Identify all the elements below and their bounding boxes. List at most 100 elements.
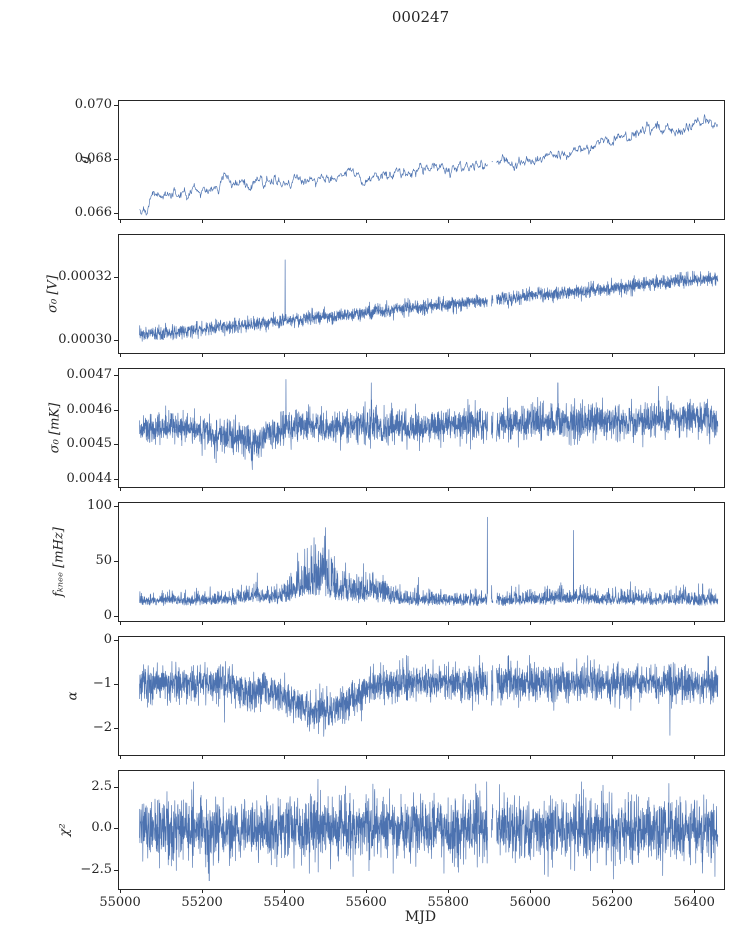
y-tick-label: 0.0044: [66, 471, 113, 487]
x-tick-mark: [120, 487, 122, 491]
y-tick-mark: [114, 869, 118, 871]
y-tick-mark: [114, 374, 118, 376]
y-tick-label: 0.068: [74, 151, 112, 166]
plot-line-sigma0-mk: [119, 369, 724, 487]
y-tick-label: 50: [95, 553, 112, 568]
subplot-g: g: [78, 100, 725, 220]
x-tick-label: 55600: [345, 895, 387, 910]
x-tick-mark: [530, 621, 532, 625]
y-tick-mark: [114, 786, 118, 788]
y-tick-label: 0.066: [74, 204, 112, 220]
y-tick-label: −1: [92, 676, 112, 692]
x-tick-mark: [284, 621, 286, 625]
x-tick-mark: [612, 755, 614, 759]
x-tick-mark: [448, 889, 450, 893]
x-tick-mark: [530, 755, 532, 759]
x-tick-label: 56200: [591, 895, 633, 910]
x-tick-mark: [448, 621, 450, 625]
x-tick-mark: [284, 353, 286, 357]
chart-title: 000247: [391, 8, 450, 26]
y-tick-label: 0.00030: [58, 331, 112, 347]
y-tick-mark: [114, 444, 118, 446]
x-tick-mark: [530, 353, 532, 357]
y-tick-label: 100: [87, 498, 112, 514]
x-tick-mark: [366, 219, 368, 223]
plot-line-alpha: [119, 637, 724, 755]
x-tick-mark: [694, 353, 696, 357]
x-tick-mark: [284, 755, 286, 759]
y-tick-mark: [114, 277, 118, 279]
x-tick-mark: [448, 755, 450, 759]
y-tick-label: 0: [103, 607, 112, 623]
x-tick-mark: [202, 621, 204, 625]
y-tick-label: 0.00032: [58, 269, 112, 285]
x-tick-mark: [366, 353, 368, 357]
y-axis-label-alpha: α: [65, 691, 81, 701]
y-tick-mark: [114, 506, 118, 508]
x-tick-mark: [612, 889, 614, 893]
y-tick-mark: [114, 212, 118, 214]
x-tick-mark: [202, 889, 204, 893]
x-tick-mark: [202, 755, 204, 759]
y-tick-label: 0: [103, 632, 112, 648]
x-tick-mark: [612, 353, 614, 357]
x-tick-mark: [120, 755, 122, 759]
x-tick-mark: [120, 621, 122, 625]
x-tick-mark: [694, 219, 696, 223]
x-tick-mark: [202, 487, 204, 491]
x-axis-label: MJD: [404, 909, 437, 925]
x-tick-mark: [284, 889, 286, 893]
plot-line-fknee: [119, 503, 724, 621]
x-tick-mark: [366, 889, 368, 893]
x-tick-mark: [694, 621, 696, 625]
y-tick-label: 0.070: [74, 97, 112, 113]
subplot-sigma0-mk: σ₀ [mK]: [48, 368, 725, 488]
x-tick-label: 55200: [181, 895, 223, 910]
x-tick-mark: [530, 889, 532, 893]
x-tick-mark: [366, 487, 368, 491]
y-tick-mark: [114, 561, 118, 562]
x-tick-mark: [448, 353, 450, 357]
subplot-sigma0-v: σ₀ [V]: [46, 234, 725, 354]
y-tick-label: 2.5: [91, 778, 112, 794]
x-tick-mark: [366, 755, 368, 759]
y-tick-label: 0.0045: [66, 436, 113, 452]
y-tick-mark: [114, 615, 118, 617]
x-tick-label: 56400: [673, 895, 715, 910]
y-tick-mark: [114, 727, 118, 729]
x-tick-label: 56000: [509, 895, 551, 910]
y-tick-mark: [114, 684, 118, 686]
plot-line-chi2: [119, 771, 724, 889]
x-tick-mark: [530, 219, 532, 223]
x-tick-mark: [284, 219, 286, 223]
x-tick-mark: [202, 219, 204, 223]
plot-line-sigma0-v: [119, 235, 724, 353]
x-tick-mark: [120, 219, 122, 223]
x-tick-mark: [366, 621, 368, 625]
x-tick-mark: [284, 487, 286, 491]
x-tick-mark: [694, 487, 696, 491]
x-tick-mark: [120, 889, 122, 893]
y-tick-mark: [114, 828, 118, 830]
subplot-chi2: χ²: [58, 770, 725, 890]
x-tick-label: 55400: [263, 895, 305, 910]
y-tick-mark: [114, 159, 118, 160]
x-tick-mark: [694, 755, 696, 759]
x-tick-mark: [120, 353, 122, 357]
x-tick-label: 55800: [427, 895, 469, 910]
subplot-alpha: α: [66, 636, 725, 756]
x-tick-mark: [448, 219, 450, 223]
subplot-fknee: fₖₙₑₑ [mHz]: [52, 502, 725, 622]
y-tick-mark: [114, 105, 118, 107]
y-tick-mark: [114, 640, 118, 642]
x-tick-mark: [694, 889, 696, 893]
y-tick-label: −2.5: [80, 861, 112, 877]
y-tick-label: −2: [92, 719, 112, 735]
x-tick-mark: [530, 487, 532, 491]
x-tick-mark: [612, 219, 614, 223]
x-tick-mark: [448, 487, 450, 491]
y-tick-mark: [114, 339, 118, 341]
y-tick-label: 0.0046: [66, 401, 113, 417]
x-tick-mark: [612, 621, 614, 625]
